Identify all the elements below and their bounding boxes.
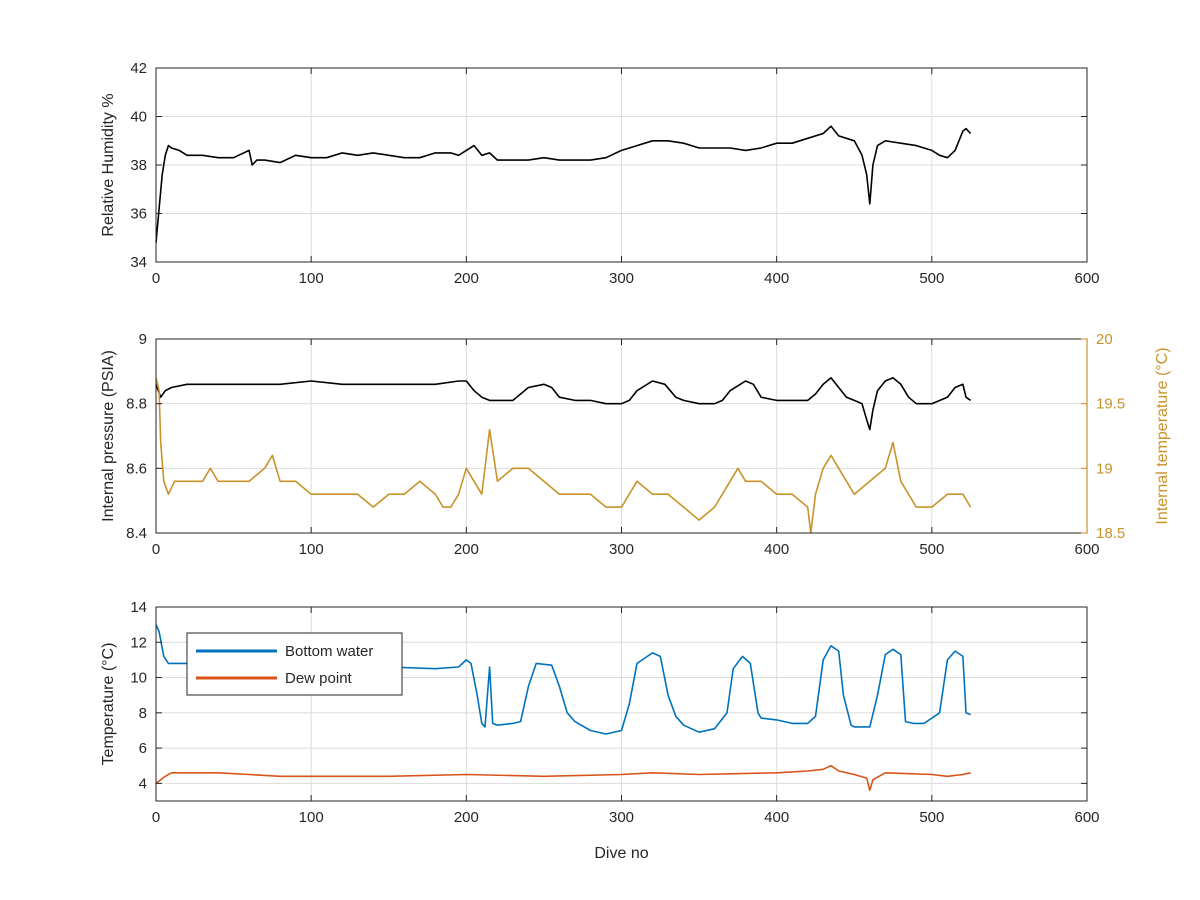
y-tick-label: 12 [130, 634, 147, 651]
y2-axis-label: Internal temperature (°C) [1154, 347, 1171, 524]
x-tick-label: 300 [609, 541, 634, 558]
x-axis-label: Dive no [594, 845, 648, 862]
y-axis-label: Temperature (°C) [100, 643, 117, 766]
grid-lines [156, 607, 1087, 801]
y-tick-label: 4 [139, 775, 147, 792]
x-tick-label: 500 [919, 809, 944, 826]
x-tick-label: 300 [609, 809, 634, 826]
y2-tick-label: 20 [1096, 331, 1113, 348]
y-tick-label: 9 [139, 331, 147, 348]
x-tick-label: 400 [764, 270, 789, 287]
y-tick-label: 10 [130, 670, 147, 687]
y-tick-label: 36 [130, 206, 147, 223]
y-tick-label: 8.8 [126, 396, 147, 413]
x-tick-label: 200 [454, 270, 479, 287]
y2-tick-label: 19 [1096, 460, 1113, 477]
x-tick-label: 400 [764, 541, 789, 558]
x-tick-label: 0 [152, 809, 160, 826]
y-tick-label: 42 [130, 60, 147, 77]
y2-tick-label: 18.5 [1096, 525, 1125, 542]
x-tick-label: 0 [152, 541, 160, 558]
x-tick-label: 300 [609, 270, 634, 287]
chart-panel-3: 0 100 200 300 400 500 600 4 6 8 10 12 14 Temperature … [100, 599, 1100, 862]
chart-panel-1: 0 100 200 300 400 500 600 34 36 38 40 42 Relative Hu… [100, 60, 1100, 287]
x-tick-label: 100 [299, 270, 324, 287]
y-tick-label: 8.4 [126, 525, 147, 542]
legend-box [186, 632, 403, 696]
y-tick-label: 14 [130, 599, 147, 616]
x-tick-label: 200 [454, 809, 479, 826]
x-tick-label: 600 [1074, 270, 1099, 287]
x-tick-label: 100 [299, 809, 324, 826]
y2-tick-label: 19.5 [1096, 396, 1125, 413]
y-tick-label: 38 [130, 157, 147, 174]
x-tick-label: 0 [152, 270, 160, 287]
y-tick-label: 8.6 [126, 460, 147, 477]
y-tick-label: 6 [139, 740, 147, 757]
series-line-2-2 [155, 377, 972, 534]
x-tick-label: 600 [1074, 809, 1099, 826]
series-line-1-1 [155, 125, 972, 243]
x-tick-label: 500 [919, 541, 944, 558]
legend-label-bottom-water: Bottom water [285, 643, 373, 660]
y-axis-label: Relative Humidity % [100, 93, 117, 236]
x-tick-label: 400 [764, 809, 789, 826]
series-line-2-1 [155, 376, 972, 431]
legend: Bottom water Dew point [186, 632, 403, 696]
x-tick-label: 100 [299, 541, 324, 558]
x-tick-label: 600 [1074, 541, 1099, 558]
y-tick-label: 8 [139, 705, 147, 722]
x-tick-label: 500 [919, 270, 944, 287]
y-tick-label: 40 [130, 109, 147, 126]
y-tick-label: 34 [130, 254, 147, 271]
y-axis-label: Internal pressure (PSIA) [100, 350, 117, 522]
x-tick-label: 200 [454, 541, 479, 558]
series-line-dew-point [155, 764, 971, 792]
legend-label-dew-point: Dew point [285, 670, 353, 687]
chart-panel-2: 0 100 200 300 400 500 600 8.4 8.6 8.8 9 18.5 19 19.5 2… [100, 331, 1171, 558]
grid-lines [156, 68, 1087, 262]
series-line-bottom-water [155, 624, 971, 735]
